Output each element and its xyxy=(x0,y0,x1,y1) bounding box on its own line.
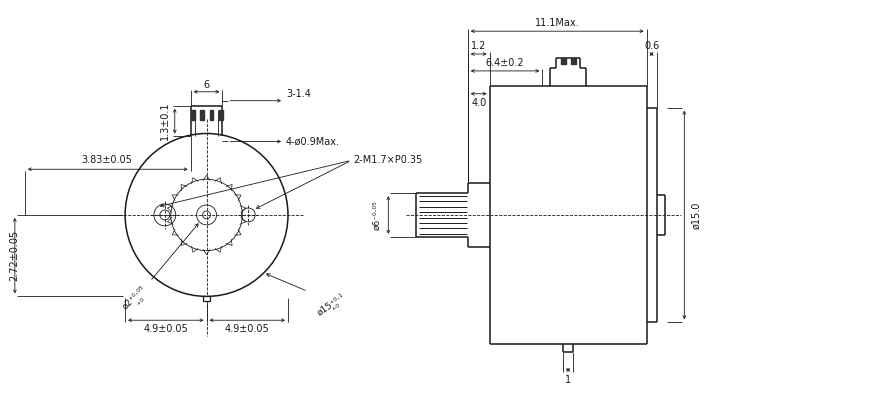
Text: 3.83±0.05: 3.83±0.05 xyxy=(82,155,132,165)
Text: ø15.0: ø15.0 xyxy=(691,201,700,229)
Text: ø2⁺⁰⋅⁰⁵: ø2⁺⁰⋅⁰⁵ xyxy=(120,284,148,311)
Text: 4-ø0.9Max.: 4-ø0.9Max. xyxy=(286,136,340,147)
Text: 2.72±0.05: 2.72±0.05 xyxy=(9,230,19,281)
Bar xyxy=(202,297,209,301)
Bar xyxy=(209,110,213,120)
Text: 4.9±0.05: 4.9±0.05 xyxy=(225,324,269,334)
Text: 1: 1 xyxy=(564,375,571,385)
Text: 6.4±0.2: 6.4±0.2 xyxy=(485,58,523,68)
Bar xyxy=(560,58,565,64)
Text: 1.2: 1.2 xyxy=(470,41,486,51)
Text: ⁺⁰: ⁺⁰ xyxy=(322,303,342,322)
Text: ø15⁺⁰⋅¹: ø15⁺⁰⋅¹ xyxy=(315,292,347,317)
Bar xyxy=(219,110,222,120)
Text: ⁺⁰: ⁺⁰ xyxy=(132,297,148,313)
Text: 6: 6 xyxy=(203,80,209,90)
Text: 0.6: 0.6 xyxy=(643,41,659,51)
Text: 11.1Max.: 11.1Max. xyxy=(534,18,579,28)
Bar xyxy=(190,110,195,120)
Bar xyxy=(570,58,575,64)
Bar xyxy=(200,110,204,120)
Text: ø6⁻⁰⋅⁰⁵: ø6⁻⁰⋅⁰⁵ xyxy=(371,200,381,230)
Text: 2-M1.7×P0.35: 2-M1.7×P0.35 xyxy=(353,155,422,165)
Text: 4.0: 4.0 xyxy=(470,98,486,108)
Text: 3-1.4: 3-1.4 xyxy=(286,89,310,99)
Text: 1.3±0.1: 1.3±0.1 xyxy=(160,101,169,140)
Text: 4.9±0.05: 4.9±0.05 xyxy=(143,324,188,334)
